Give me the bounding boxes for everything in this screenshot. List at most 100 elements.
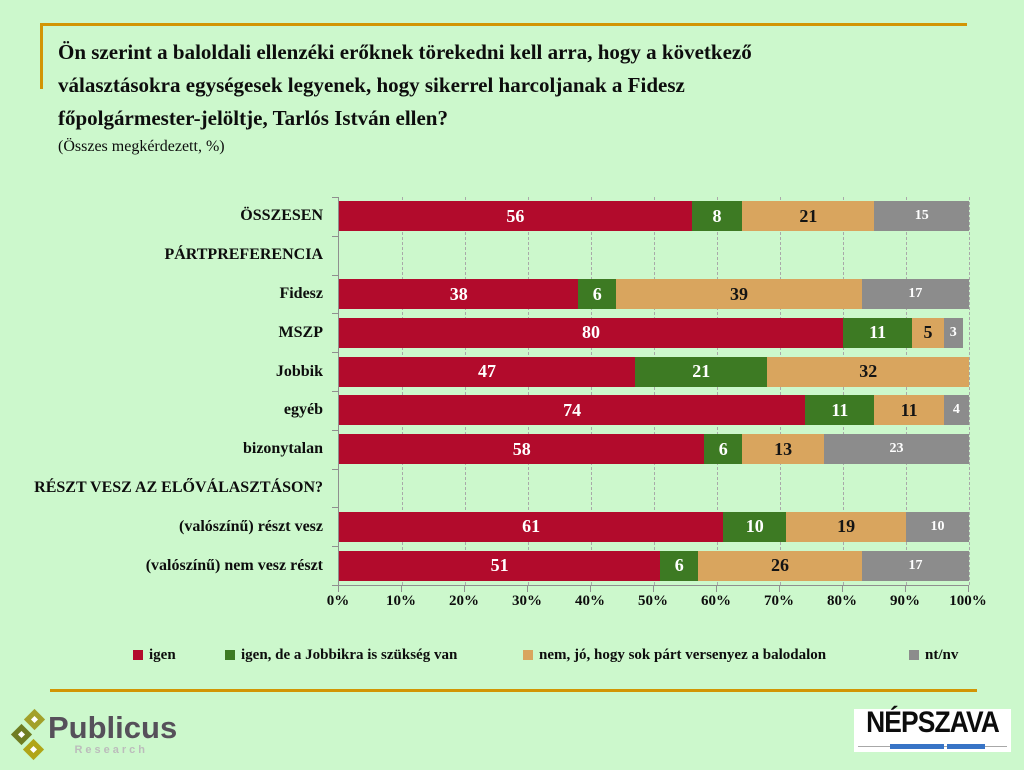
gridline [465,197,466,585]
x-axis-tick-label: 40% [575,593,605,609]
bar-value-label: 21 [692,361,711,382]
bar-segment: 13 [742,434,825,465]
plot-area: 56 8 21 15 38 6 39 17 80 11 5 3 47 21 32 74 11 11 4 58 6 13 23… [332,197,970,592]
x-axis-tick-label: 90% [890,593,920,609]
bar-value-label: 11 [869,322,887,343]
x-axis-tick [401,585,402,592]
legend-item: nem, jó, hogy sok párt versenyez a balod… [523,646,826,664]
category-label: Jobbik [275,362,323,380]
bar-value-label: 6 [718,438,728,459]
bar-value-label: 11 [900,399,918,420]
bar-segment: 23 [824,434,969,465]
y-axis-tick [332,313,339,314]
publicus-wordmark: Publicus [48,710,178,745]
bar-segment: 56 [339,201,692,232]
top-accent-line [40,23,967,26]
legend-label: igen [149,646,176,663]
bar-value-label: 17 [908,557,923,573]
bar-value-label: 5 [923,322,933,343]
y-axis-tick [332,546,339,547]
x-axis-tick [653,585,654,592]
bar-segment: 74 [339,395,806,426]
bar-segment: 47 [339,356,636,387]
bar-value-label: 26 [770,555,789,576]
publicus-diamond-icon [22,738,45,761]
question-subtitle: (Összes megkérdezett, %) [58,138,225,155]
bar-segment: 10 [905,511,969,542]
bar: 80 11 5 3 [339,317,969,348]
x-axis-tick [590,585,591,592]
category-label: RÉSZT VESZ AZ ELŐVÁLASZTÁSON? [34,478,323,496]
category-label: (valószínű) nem vesz részt [145,556,323,574]
bar-segment: 21 [742,201,875,232]
bar-segment: 11 [843,317,913,348]
question-header: Ön szerint a baloldali ellenzéki erőknek… [58,36,978,159]
bar-value-label: 10 [930,518,945,534]
bar-value-label: 15 [914,208,929,224]
bar-value-label: 11 [831,399,849,420]
x-axis-tick [716,585,717,592]
bar-segment: 4 [943,395,969,426]
bar-value-label: 17 [908,286,923,301]
y-axis-tick [332,430,339,431]
bar-segment: 51 [339,550,661,581]
bar-value-label: 58 [512,438,531,459]
bar-value-label: 21 [799,205,818,226]
x-axis-tick-label: 80% [827,593,857,609]
bar-segment: 26 [698,550,862,581]
bar-segment: 3 [943,317,963,348]
bar-value-label: 10 [745,516,764,537]
x-axis-tick-label: 50% [638,593,668,609]
bar: 51 6 26 17 [339,550,969,581]
y-axis-tick [332,275,339,276]
x-axis-tick-label: 30% [512,593,542,609]
y-axis-tick [332,469,339,470]
category-label: (valószínű) részt vesz [179,517,323,535]
bar-value-label: 39 [730,283,749,304]
bar-value-label: 56 [506,205,525,226]
x-axis-tick [905,585,906,592]
bar-segment: 38 [339,279,579,309]
bar: 74 11 11 4 [339,395,969,426]
bar-segment: 6 [704,434,743,465]
category-label: Fidesz [279,284,323,302]
x-axis-labels: 0% 10% 20% 30% 40% 50% 60% 70% 80% 90% 100% [327,593,987,613]
gridline [402,197,403,585]
x-axis-tick [779,585,780,592]
question-title-line-2: választásokra egységesek legyenek, hogy … [58,73,685,97]
bar-segment: 19 [786,511,906,542]
nepszava-logo: NÉPSZAVA [854,706,1011,752]
bar: 61 10 19 10 [339,511,969,542]
category-label: ÖSSZESEN [240,207,323,225]
gridline [906,197,907,585]
legend-item: igen, de a Jobbikra is szükség van [225,646,457,664]
category-label: egyéb [283,401,323,419]
x-axis-tick-label: 10% [386,593,416,609]
publicus-diamond-icon [23,708,46,731]
legend-label: igen, de a Jobbikra is szükség van [241,646,458,663]
x-axis-tick-label: 0% [326,593,350,609]
bar-segment: 11 [805,395,875,426]
bar-value-label: 4 [952,402,960,418]
bar-segment: 17 [861,550,969,581]
x-axis-tick [968,585,969,592]
legend-color-swatch-icon [909,650,919,660]
y-axis-tick [332,585,339,586]
category-label: PÁRTPREFERENCIA [164,246,323,264]
gridline [528,197,529,585]
bar-segment: 6 [660,550,699,581]
x-axis-tick [842,585,843,592]
bar-segment: 58 [339,434,705,465]
question-title-line-1: Ön szerint a baloldali ellenzéki erőknek… [58,40,752,64]
bar: 56 8 21 15 [339,201,969,232]
gridline [717,197,718,585]
x-axis-tick [338,585,339,592]
y-axis-tick [332,197,339,198]
bar-value-label: 3 [949,324,957,340]
x-axis-tick-label: 70% [764,593,794,609]
bar-value-label: 80 [582,322,600,343]
bar: 47 21 32 [339,356,969,387]
bar-segment: 8 [691,201,743,232]
bar-value-label: 13 [774,438,793,459]
